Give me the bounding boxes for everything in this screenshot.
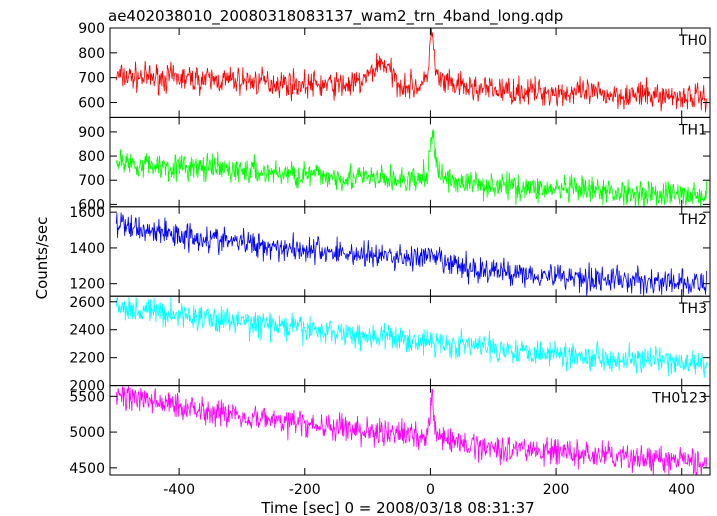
y-axis-label: Counts/sec: [33, 217, 51, 300]
y-tick-label: 900: [78, 21, 105, 37]
y-tick-label: 4500: [69, 461, 105, 477]
y-tick-label: 600: [78, 197, 105, 213]
y-tick-label: 2200: [69, 351, 105, 367]
panels-group: TH0 600 700 800 900 TH1 600 700 800 900 TH2 1200 140…: [69, 21, 711, 498]
y-tick-label: 1200: [69, 277, 105, 293]
x-tick-label: 200: [543, 482, 570, 498]
y-tick-label: 2600: [69, 295, 105, 311]
series-line-th2: [115, 212, 708, 296]
y-tick-label: 800: [78, 149, 105, 165]
panel-label: TH1: [678, 122, 707, 138]
y-tick-label: 2000: [69, 379, 105, 395]
panel-label: TH0: [678, 33, 707, 49]
y-tick-label: 700: [78, 173, 105, 189]
y-tick-label: 1400: [69, 241, 105, 257]
panel-frame-th0123: [109, 385, 711, 476]
panel-label: TH2: [678, 212, 707, 228]
x-tick-label: 400: [668, 482, 695, 498]
y-tick-label: 900: [78, 125, 105, 141]
panel-label: TH0123: [651, 391, 707, 407]
panel-label: TH3: [678, 301, 707, 317]
x-tick-label: 0: [426, 482, 435, 498]
chart-title: ae402038010_20080318083137_wam2_trn_4ban…: [108, 7, 563, 26]
x-tick-label: -400: [163, 482, 195, 498]
y-tick-label: 1600: [69, 205, 105, 221]
y-tick-label: 2400: [69, 323, 105, 339]
series-line-th0123: [115, 386, 708, 475]
series-line-th3: [115, 296, 708, 378]
y-tick-label: 600: [78, 96, 105, 112]
series-line-th1: [115, 129, 708, 207]
y-tick-label: 700: [78, 71, 105, 87]
y-tick-label: 5500: [69, 389, 105, 405]
x-axis-label: Time [sec] 0 = 2008/03/18 08:31:37: [260, 499, 534, 516]
x-tick-label: -200: [289, 482, 321, 498]
series-line-th0: [115, 28, 708, 113]
y-tick-label: 5000: [69, 425, 105, 441]
y-tick-label: 800: [78, 46, 105, 62]
